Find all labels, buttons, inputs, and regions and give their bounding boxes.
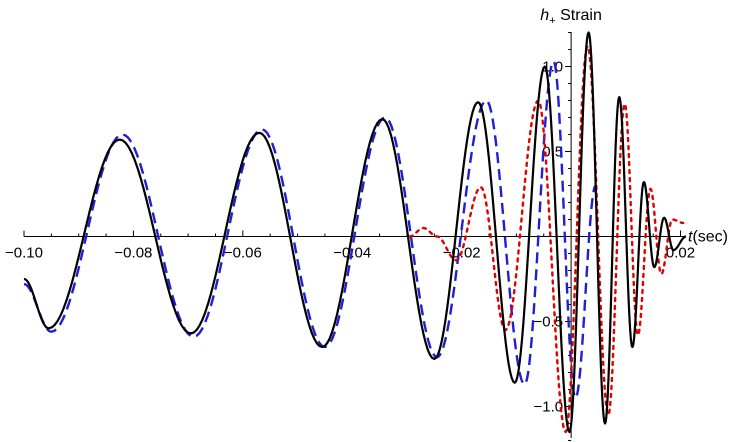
x-axis-title-unit: (sec) [692, 229, 728, 246]
x-axis-title: t(sec) [688, 229, 728, 246]
y-axis-title: h+ Strain [540, 7, 602, 27]
y-axis-title-symbol: h [540, 7, 549, 24]
x-axis-title-symbol: t [688, 229, 693, 246]
x-tick-label: −0.10 [5, 245, 43, 262]
y-tick-label: −0.5 [533, 314, 563, 331]
series-dashed-blue [23, 60, 597, 400]
y-tick-label: −1.0 [533, 399, 563, 416]
series-layer [23, 31, 687, 434]
x-tick-label: −0.06 [224, 245, 262, 262]
y-axis-title-subscript: + [549, 15, 555, 27]
y-axis-title-text: Strain [556, 7, 602, 24]
x-tick-label: 0.02 [666, 245, 695, 262]
series-dotted-red [408, 44, 685, 434]
tick-labels: −0.10 −0.08 −0.06 −0.04 −0.02 0.02−1.0−0.50.5… [5, 59, 695, 416]
x-tick-label: −0.08 [114, 245, 152, 262]
series-solid-black [23, 31, 687, 434]
